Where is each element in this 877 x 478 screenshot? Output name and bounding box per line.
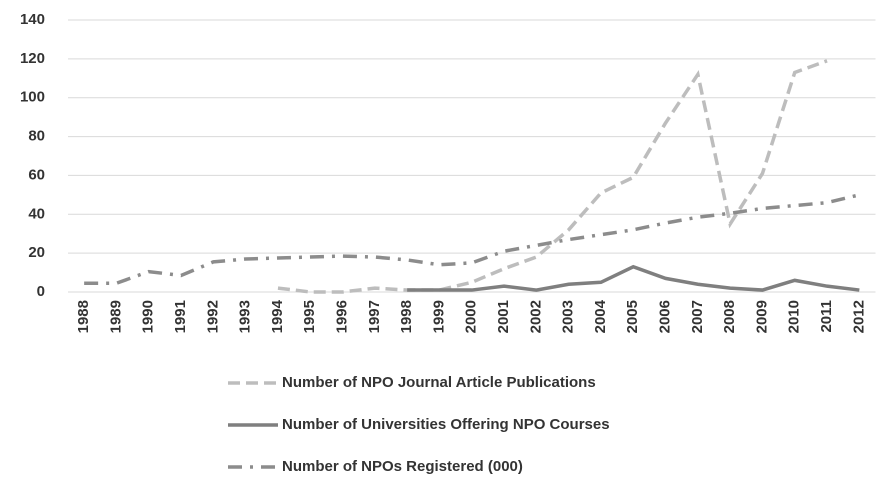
legend-label: Number of NPOs Registered (000) [282,458,523,475]
x-tick-label: 1997 [366,300,383,333]
x-tick-label: 2010 [786,300,803,333]
x-tick-label: 1994 [269,299,286,333]
y-tick-label: 140 [20,11,45,28]
x-tick-label: 1999 [430,300,447,333]
x-tick-label: 2008 [721,300,738,333]
legend-label: Number of Universities Offering NPO Cour… [282,416,610,433]
y-tick-label: 60 [28,166,45,183]
x-tick-label: 2003 [560,300,577,333]
x-tick-label: 1995 [301,300,318,333]
x-tick-label: 2000 [463,300,480,333]
x-tick-label: 2007 [689,300,706,333]
x-tick-label: 1989 [107,300,124,333]
x-tick-label: 2002 [527,300,544,333]
y-tick-label: 40 [28,205,45,222]
series-line [407,264,860,292]
x-tick-label: 2011 [818,300,835,333]
x-tick-label: 2005 [624,300,641,333]
x-tick-label: 2004 [592,299,609,333]
x-tick-label: 1993 [237,300,254,333]
x-tick-label: 1996 [334,300,351,333]
x-tick-label: 1998 [398,300,415,333]
x-tick-label: 1992 [204,300,221,333]
series-line [277,59,828,294]
legend-label: Number of NPO Journal Article Publicatio… [282,374,596,391]
x-tick-label: 2012 [850,300,867,333]
y-tick-label: 120 [20,50,45,67]
series-line [84,193,860,286]
y-tick-label: 0 [37,283,45,300]
y-tick-label: 20 [28,244,45,261]
y-tick-label: 80 [28,128,45,145]
x-tick-label: 2006 [657,300,674,333]
x-tick-label: 1991 [172,300,189,333]
x-tick-label: 1990 [140,300,157,333]
x-tick-label: 2009 [753,300,770,333]
x-tick-label: 1988 [75,300,92,333]
y-tick-label: 100 [20,89,45,106]
x-tick-label: 2001 [495,300,512,333]
